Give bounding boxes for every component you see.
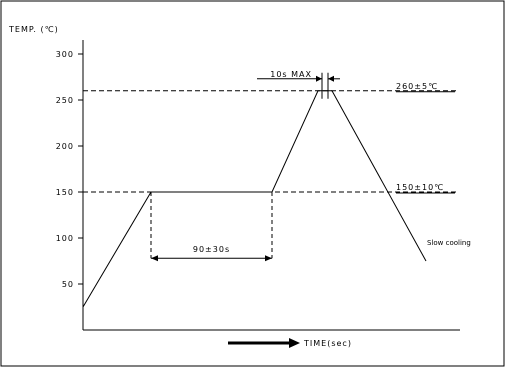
y-tick-label-250: 250 xyxy=(56,96,74,105)
preheat-arrowhead-left xyxy=(151,255,158,262)
cooling-label: Slow cooling xyxy=(427,239,471,247)
y-ticks: 50 100 150 200 250 300 xyxy=(56,50,83,289)
y-axis-label: TEMP. (℃) xyxy=(8,25,59,34)
y-tick-label-50: 50 xyxy=(62,280,74,289)
preheat-span: 90±30s xyxy=(151,245,272,262)
y-tick-label-200: 200 xyxy=(56,142,74,151)
y-tick-label-300: 300 xyxy=(56,50,74,59)
preheat-arrowhead-right xyxy=(265,255,272,262)
reference-lines: 260±5℃ 150±10℃ xyxy=(83,82,457,194)
reference-label-1: 150±10℃ xyxy=(396,183,444,192)
peak-arrowhead-right xyxy=(328,75,334,82)
profile-line xyxy=(82,90,427,308)
preheat-label: 90±30s xyxy=(193,245,230,254)
y-tick-label-100: 100 xyxy=(56,234,74,243)
x-axis-label: TIME(sec) xyxy=(303,339,352,348)
y-tick-label-150: 150 xyxy=(56,188,74,197)
peak-arrowhead-left xyxy=(316,75,322,82)
peak-label: 10s MAX xyxy=(270,70,312,79)
time-arrowhead xyxy=(289,338,300,348)
x-axis-title: TIME(sec) xyxy=(228,338,352,348)
peak-span: 10s MAX xyxy=(257,70,340,99)
reference-label-0: 260±5℃ xyxy=(396,82,438,91)
